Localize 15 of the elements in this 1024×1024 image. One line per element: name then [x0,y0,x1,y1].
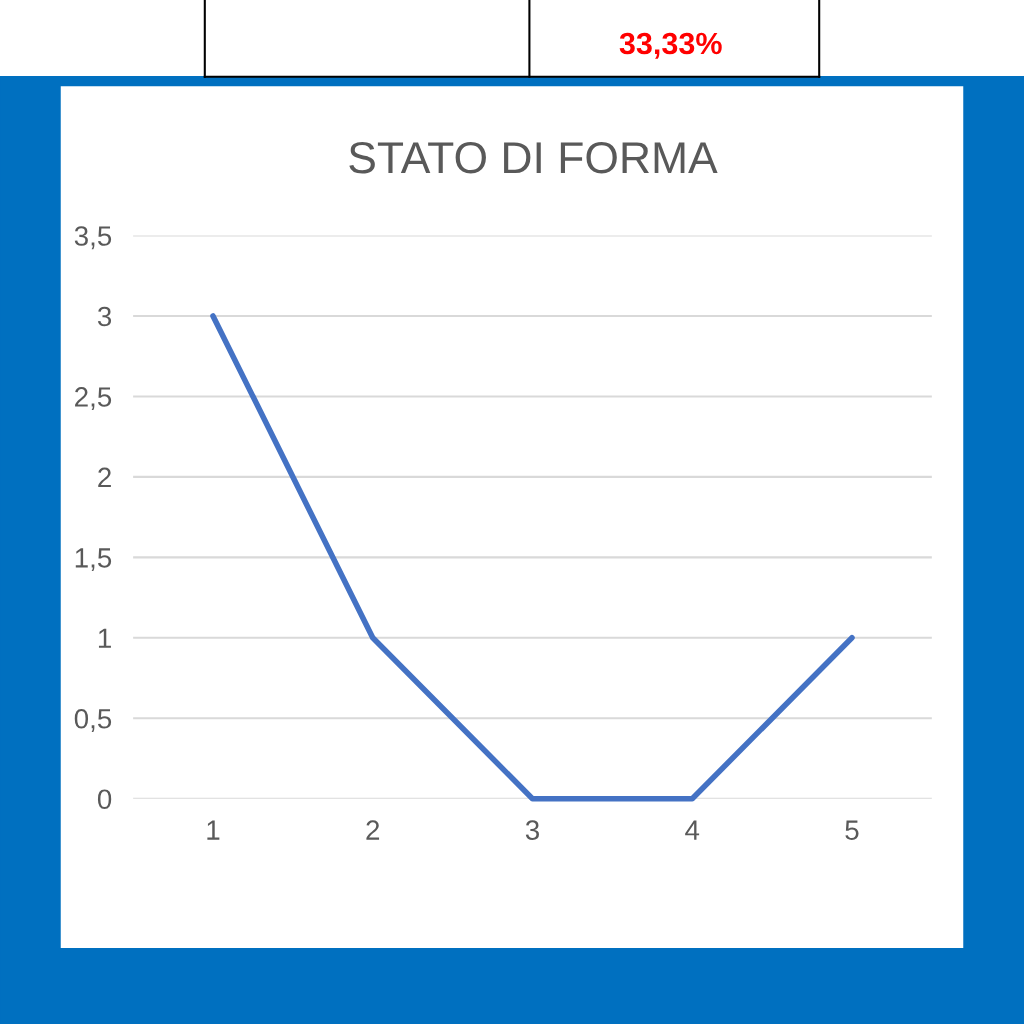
y-tick-label: 3,5 [74,226,112,250]
x-tick-label: 1 [207,820,220,840]
y-tick-label: 0,5 [74,708,112,732]
x-tick-label: 4 [685,820,700,840]
y-tick-label: 0 [97,789,112,810]
y-tick-label: 2 [98,467,111,487]
chart-title: STATO DI FORMA [349,141,718,174]
text: 33,33% [619,32,722,59]
x-tick-label: 3 [525,820,539,840]
x-tick-label: 5 [845,820,859,840]
y-tick-label: 1 [98,628,111,648]
y-tick-label: 3 [97,306,112,327]
y-tick-label: 1,5 [75,548,112,571]
x-tick-label: 2 [366,820,380,840]
y-tick-label: 2,5 [75,387,112,411]
